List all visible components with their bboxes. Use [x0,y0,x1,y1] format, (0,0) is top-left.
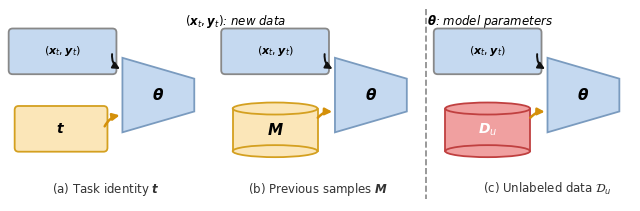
FancyBboxPatch shape [221,28,329,74]
Text: $\boldsymbol{D}_u$: $\boldsymbol{D}_u$ [478,122,497,138]
FancyArrowPatch shape [537,54,543,68]
FancyArrowPatch shape [324,54,331,68]
Text: $\boldsymbol{M}$: $\boldsymbol{M}$ [267,122,284,138]
Bar [233,108,317,151]
Text: (b) Previous samples $\boldsymbol{M}$: (b) Previous samples $\boldsymbol{M}$ [248,181,388,198]
Bar [445,108,530,151]
Ellipse shape [445,145,530,157]
Text: $(\boldsymbol{x}_t, \boldsymbol{y}_t)$: $(\boldsymbol{x}_t, \boldsymbol{y}_t)$ [469,44,506,58]
FancyArrowPatch shape [531,109,542,118]
Text: $(\boldsymbol{x}_t, \boldsymbol{y}_t)$: $(\boldsymbol{x}_t, \boldsymbol{y}_t)$ [44,44,81,58]
FancyArrowPatch shape [112,54,118,68]
Text: (a) Task identity $\boldsymbol{t}$: (a) Task identity $\boldsymbol{t}$ [52,181,159,198]
FancyBboxPatch shape [15,106,108,152]
Text: $\boldsymbol{\theta}$: $\boldsymbol{\theta}$ [577,87,589,103]
Text: $(\boldsymbol{x}_t, \boldsymbol{y}_t)$: $(\boldsymbol{x}_t, \boldsymbol{y}_t)$ [257,44,294,58]
Text: $\boldsymbol{t}$: $\boldsymbol{t}$ [56,122,65,136]
FancyBboxPatch shape [9,28,116,74]
FancyBboxPatch shape [434,28,541,74]
Ellipse shape [233,103,317,115]
Text: $\boldsymbol{\theta}$: $\boldsymbol{\theta}$ [365,87,377,103]
Ellipse shape [445,103,530,115]
Polygon shape [547,58,620,132]
Text: $\boldsymbol{\theta}$: model parameters: $\boldsymbol{\theta}$: model parameters [427,13,552,30]
Text: $(\boldsymbol{x}_t, \boldsymbol{y}_t)$: new data: $(\boldsymbol{x}_t, \boldsymbol{y}_t)$: … [184,13,286,30]
FancyArrowPatch shape [318,109,330,118]
FancyArrowPatch shape [105,114,117,126]
Text: (c) Unlabeled data $\mathcal{D}_u$: (c) Unlabeled data $\mathcal{D}_u$ [483,181,612,197]
Polygon shape [335,58,407,132]
Ellipse shape [233,145,317,157]
Text: $\boldsymbol{\theta}$: $\boldsymbol{\theta}$ [152,87,164,103]
Polygon shape [122,58,195,132]
